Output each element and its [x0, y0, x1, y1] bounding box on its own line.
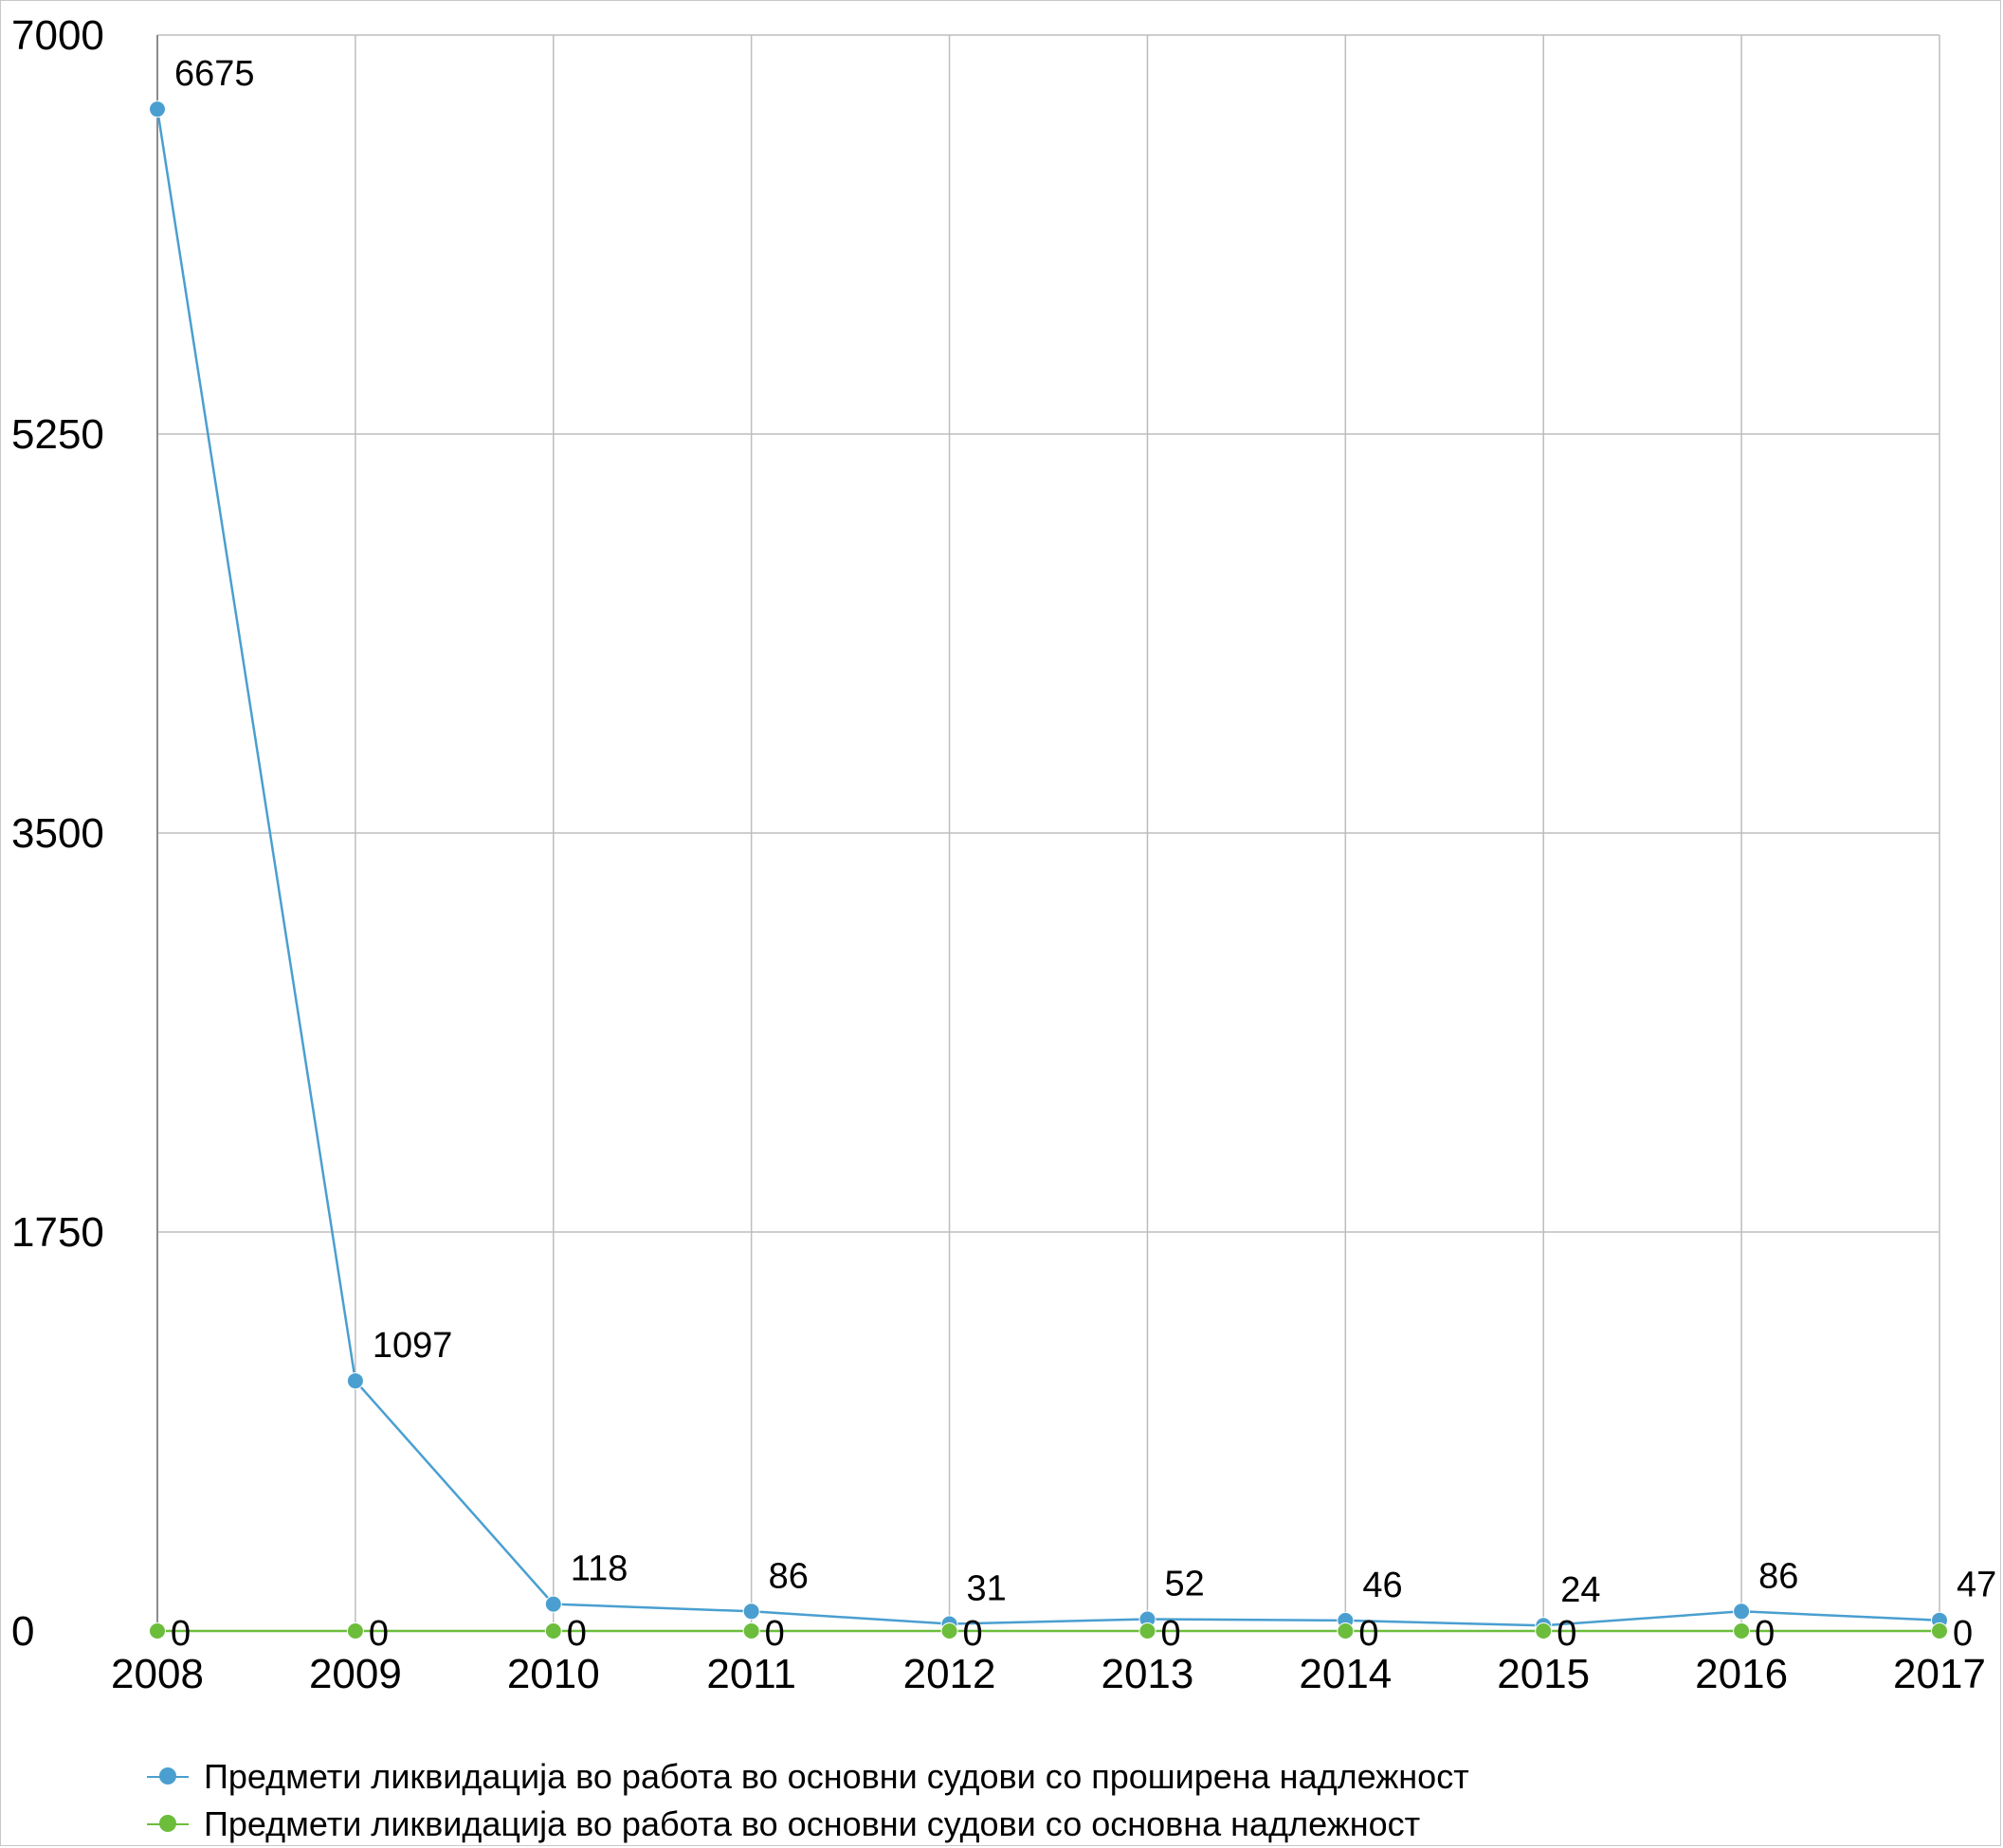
data-point-series-2: [346, 1622, 364, 1640]
data-point-series-2: [1931, 1622, 1948, 1640]
data-label-series-1: 86: [769, 1556, 809, 1596]
data-point-series-1: [1733, 1603, 1751, 1621]
data-label-series-2: 0: [171, 1614, 191, 1654]
x-tick-label: 2016: [1695, 1651, 1788, 1697]
data-label-series-2: 0: [1557, 1614, 1576, 1654]
x-tick-label: 2009: [309, 1651, 402, 1697]
y-tick-label: 0: [11, 1608, 34, 1655]
data-point-series-2: [1733, 1622, 1751, 1640]
data-label-series-1: 47: [1957, 1566, 1996, 1605]
data-point-series-2: [1138, 1622, 1156, 1640]
data-label-series-1: 24: [1560, 1570, 1600, 1610]
data-point-series-1: [346, 1372, 364, 1390]
data-point-series-2: [149, 1622, 166, 1640]
data-point-series-1: [544, 1595, 562, 1613]
x-tick-label: 2014: [1299, 1651, 1392, 1697]
legend-marker-series-2: [147, 1815, 189, 1834]
data-label-series-2: 0: [567, 1614, 587, 1654]
legend: Предмети ликвидација во работа во основн…: [147, 1753, 1469, 1848]
y-tick-label: 5250: [11, 411, 104, 458]
x-tick-label: 2013: [1101, 1651, 1193, 1697]
data-label-series-1: 52: [1164, 1564, 1204, 1603]
data-label-series-2: 0: [765, 1614, 785, 1654]
data-label-series-1: 31: [967, 1569, 1007, 1609]
legend-marker-series-1: [147, 1767, 189, 1786]
legend-item-series-1[interactable]: Предмети ликвидација во работа во основн…: [147, 1753, 1469, 1801]
legend-dot-series-2: [159, 1815, 176, 1832]
x-tick-label: 2011: [706, 1651, 796, 1697]
data-label-series-1: 1097: [373, 1326, 453, 1366]
data-label-series-1: 6675: [174, 54, 255, 94]
data-label-series-2: 0: [1755, 1614, 1775, 1654]
x-tick-label: 2017: [1893, 1651, 1986, 1697]
data-point-series-1: [149, 100, 166, 118]
data-point-series-2: [1535, 1622, 1553, 1640]
series-line-1: [155, 108, 1940, 1627]
x-tick-label: 2012: [903, 1651, 996, 1697]
legend-item-series-2[interactable]: Предмети ликвидација во работа во основн…: [147, 1801, 1469, 1848]
data-label-series-2: 0: [1160, 1614, 1180, 1654]
data-label-series-1: 118: [571, 1549, 628, 1589]
y-tick-label: 3500: [11, 810, 104, 857]
x-tick-label: 2008: [111, 1651, 204, 1697]
y-tick-label: 7000: [11, 12, 104, 59]
x-tick-label: 2010: [507, 1651, 600, 1697]
data-label-series-2: 0: [1953, 1614, 1973, 1654]
data-label-series-2: 0: [963, 1614, 983, 1654]
data-label-series-2: 0: [369, 1614, 389, 1654]
data-label-series-1: 86: [1758, 1556, 1798, 1596]
data-point-series-2: [544, 1622, 562, 1640]
y-tick-label: 1750: [11, 1209, 104, 1256]
data-label-series-2: 0: [1358, 1614, 1378, 1654]
data-label-series-1: 46: [1362, 1566, 1402, 1605]
x-tick-label: 2015: [1497, 1651, 1590, 1697]
legend-dot-series-1: [159, 1767, 176, 1785]
legend-label-series-1: Предмети ликвидација во работа во основн…: [204, 1757, 1469, 1796]
data-point-series-2: [742, 1622, 760, 1640]
legend-label-series-2: Предмети ликвидација во работа во основн…: [204, 1804, 1421, 1843]
line-chart: 0 1750 3500 5250 7000 2008 2009 2010 2011 2012 201…: [11, 12, 1996, 1697]
data-point-series-2: [1337, 1622, 1355, 1640]
data-point-series-1: [742, 1603, 760, 1621]
data-point-series-2: [940, 1622, 958, 1640]
